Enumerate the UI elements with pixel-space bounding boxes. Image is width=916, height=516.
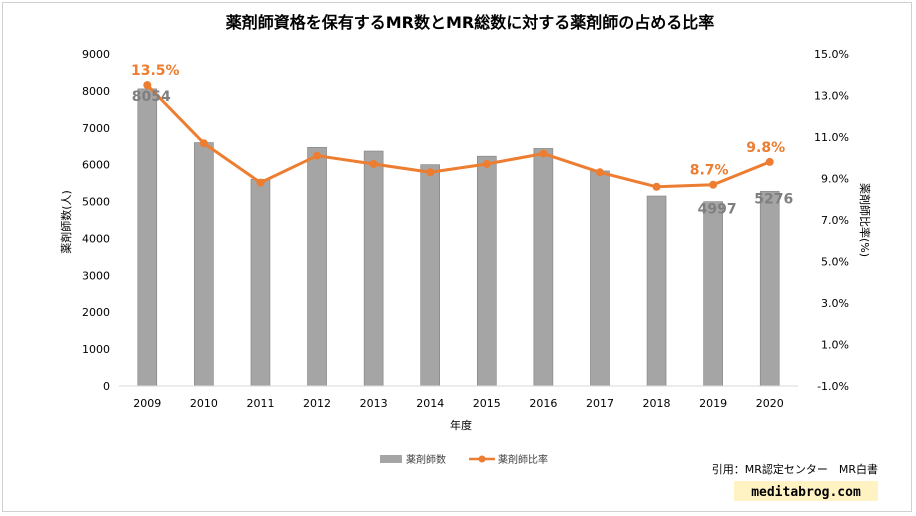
- right-tick-label: 1.0%: [821, 339, 849, 352]
- legend-line-label: 薬剤師比率: [498, 453, 548, 466]
- left-axis-ticks: 0 1000 2000 3000 4000 5000 6000 7000 8000 9000: [82, 48, 110, 393]
- bar-value-label: 5276: [754, 191, 793, 207]
- bar-2011: [250, 179, 271, 387]
- bar-2017: [590, 170, 610, 387]
- ratio-point-2010: [199, 139, 208, 148]
- right-tick-label: 5.0%: [821, 256, 849, 269]
- left-tick-label: 8000: [82, 85, 110, 98]
- bar-2012: [307, 147, 327, 387]
- ratio-point-2017: [595, 168, 604, 177]
- right-tick-label: 13.0%: [814, 90, 849, 103]
- watermark: meditabrog.com: [751, 485, 861, 500]
- left-tick-label: 9000: [82, 48, 110, 61]
- ratio-point-2019: [709, 180, 718, 189]
- left-tick-label: 4000: [82, 232, 110, 245]
- ratio-point-2011: [256, 178, 265, 187]
- bar-2015: [476, 155, 497, 387]
- x-tick-label: 2009: [133, 397, 161, 410]
- ratio-point-2012: [313, 151, 322, 160]
- right-axis-title: 薬剤師比率(%): [858, 183, 872, 257]
- bar-2020: [759, 191, 780, 387]
- x-tick-label: 2015: [473, 397, 501, 410]
- data-labels: 8054 4997 5276 13.5% 8.7% 9.8%: [131, 63, 793, 218]
- ratio-point-2020: [765, 157, 774, 166]
- chart-title: 薬剤師資格を保有するMR数とMR総数に対する薬剤師の占める比率: [225, 13, 715, 32]
- bar-2013: [363, 150, 384, 387]
- ratio-value-label: 9.8%: [746, 140, 785, 156]
- left-tick-label: 2000: [82, 306, 110, 319]
- legend-bar-label: 薬剤師数: [406, 453, 446, 466]
- x-tick-label: 2010: [190, 397, 218, 410]
- bar-2016: [533, 148, 554, 387]
- right-tick-label: 3.0%: [821, 297, 849, 310]
- x-axis-ticks: 2009 2010 2011 2012 2013 2014 2015 2016 2017 2018…: [133, 397, 783, 410]
- x-tick-label: 2011: [246, 397, 274, 410]
- left-tick-label: 0: [103, 380, 110, 393]
- x-axis-title: 年度: [450, 418, 472, 432]
- bar-2014: [420, 164, 441, 387]
- right-tick-label: -1.0%: [817, 380, 849, 393]
- right-axis-ticks: -1.0% 1.0% 3.0% 5.0% 7.0% 9.0% 11.0% 13.0% 15.0%: [814, 48, 849, 393]
- source-note: 引用：MR認定センター MR白書: [712, 462, 878, 476]
- ratio-point-2016: [539, 149, 548, 158]
- ratio-point-2009: [143, 81, 152, 90]
- x-tick-label: 2018: [643, 397, 671, 410]
- bar-value-label: 4997: [698, 202, 737, 218]
- x-tick-label: 2012: [303, 397, 331, 410]
- bar-value-label: 8054: [132, 89, 171, 105]
- bar-2019: [703, 201, 723, 387]
- ratio-point-2013: [369, 159, 378, 168]
- bar-series: [137, 88, 780, 387]
- right-tick-label: 7.0%: [821, 214, 849, 227]
- right-tick-label: 15.0%: [814, 48, 849, 61]
- legend-bar-swatch: [380, 455, 402, 463]
- line-series: [143, 81, 774, 191]
- ratio-point-2014: [426, 168, 435, 177]
- x-tick-label: 2013: [360, 397, 388, 410]
- bar-2010: [194, 142, 214, 387]
- ratio-point-2018: [652, 182, 661, 191]
- x-tick-label: 2017: [586, 397, 614, 410]
- x-tick-label: 2014: [416, 397, 444, 410]
- left-tick-label: 6000: [82, 159, 110, 172]
- bar-2009: [137, 88, 158, 387]
- ratio-value-label: 13.5%: [131, 63, 180, 79]
- left-tick-label: 7000: [82, 122, 110, 135]
- ratio-line: [146, 84, 771, 189]
- x-tick-label: 2016: [529, 397, 557, 410]
- right-tick-label: 9.0%: [821, 173, 849, 186]
- legend: 薬剤師数 薬剤師比率: [380, 453, 548, 466]
- legend-line-marker: [478, 455, 486, 463]
- x-tick-label: 2020: [756, 397, 784, 410]
- left-tick-label: 3000: [82, 269, 110, 282]
- left-tick-label: 5000: [82, 196, 110, 209]
- left-axis-title: 薬剤師数(人): [59, 190, 73, 254]
- watermark-bg: [734, 481, 878, 501]
- ratio-point-2015: [482, 159, 491, 168]
- right-tick-label: 11.0%: [814, 131, 849, 144]
- bar-2018: [646, 195, 667, 387]
- left-tick-label: 1000: [82, 343, 110, 356]
- ratio-value-label: 8.7%: [690, 163, 729, 179]
- x-tick-label: 2019: [699, 397, 727, 410]
